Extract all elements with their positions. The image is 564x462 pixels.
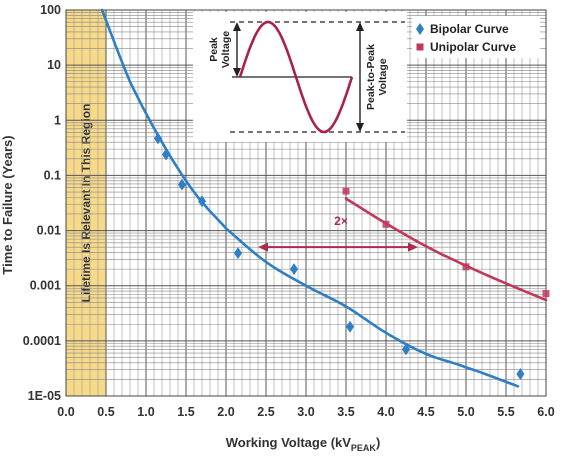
arrow-head-right bbox=[408, 242, 418, 252]
plot-border bbox=[65, 9, 547, 397]
p2p-arrow-head-bottom bbox=[356, 123, 364, 132]
x-tick-label: 3.0 bbox=[297, 405, 314, 419]
peak-arrow-head-top bbox=[233, 22, 241, 31]
y-tick-label: 0.01 bbox=[37, 224, 61, 238]
x-tick-label: 5.5 bbox=[497, 405, 514, 419]
x-tick-label: 4.0 bbox=[377, 405, 394, 419]
y-tick-label: 0.001 bbox=[30, 279, 61, 293]
legend-marker-unipolar bbox=[416, 43, 424, 51]
x-tick-label: 4.5 bbox=[417, 405, 434, 419]
unipolar-point bbox=[542, 290, 550, 298]
bipolar-point bbox=[402, 343, 410, 356]
p2p-voltage-label: Peak-to-PeakVoltage bbox=[365, 44, 389, 110]
bipolar-point bbox=[516, 368, 525, 381]
x-tick-label: 1.5 bbox=[177, 405, 194, 419]
region-label: Lifetime Is Relevant In This Region bbox=[79, 104, 93, 303]
unipolar-point bbox=[382, 220, 390, 228]
bipolar-point bbox=[290, 263, 298, 276]
bipolar-point bbox=[162, 148, 170, 161]
y-tick-label: 100 bbox=[40, 3, 61, 17]
bipolar-point bbox=[178, 178, 186, 191]
x-tick-label: 6.0 bbox=[537, 405, 554, 419]
bipolar-point bbox=[346, 320, 354, 333]
y-tick-label: 10 bbox=[47, 58, 61, 72]
unipolar-fit-curve bbox=[344, 197, 548, 302]
bipolar-point bbox=[234, 247, 242, 260]
peak-voltage-label: PeakVoltage bbox=[208, 31, 232, 68]
x-tick-label: 0.0 bbox=[57, 405, 74, 419]
annotation-label: 2× bbox=[334, 214, 348, 228]
x-tick-label: 1.0 bbox=[137, 405, 154, 419]
y-axis-title: Time to Failure (Years) bbox=[0, 135, 15, 274]
legend-label: Bipolar Curve bbox=[430, 22, 509, 36]
waveform-inset: PeakVoltage Peak-to-PeakVoltage bbox=[193, 12, 407, 142]
x-tick-label: 0.5 bbox=[97, 405, 114, 419]
region-fill bbox=[66, 10, 106, 396]
peak-arrow-head-bottom bbox=[233, 68, 241, 77]
p2p-arrow-head-top bbox=[356, 22, 364, 31]
unipolar-point bbox=[342, 187, 350, 195]
bipolar-fit-curve bbox=[100, 8, 520, 388]
y-tick-label: 1E-05 bbox=[28, 389, 61, 403]
y-tick-label: 1 bbox=[54, 113, 61, 127]
fit-curves bbox=[100, 8, 548, 388]
annotation: 2× bbox=[258, 214, 418, 252]
x-axis-ticks: 0.0 0.5 1.0 1.5 2.0 2.5 3.0 3.5 4.0 4.5 5.0 5.5 6.0 bbox=[57, 405, 554, 419]
legend-background bbox=[412, 16, 540, 58]
y-tick-label: 0.1 bbox=[44, 168, 61, 182]
x-tick-label: 5.0 bbox=[457, 405, 474, 419]
bipolar-point bbox=[198, 195, 206, 208]
x-tick-label: 2.5 bbox=[257, 405, 274, 419]
y-axis-ticks: 1E-05 0.0001 0.001 0.01 0.1 1 10 100 bbox=[23, 3, 61, 403]
bipolar-point bbox=[154, 132, 162, 145]
y-tick-label: 0.0001 bbox=[23, 334, 61, 348]
arrow-head-left bbox=[258, 242, 268, 252]
unipolar-point bbox=[462, 263, 470, 271]
legend: Bipolar Curve Unipolar Curve bbox=[412, 16, 540, 58]
x-axis-title: Working Voltage (kVPEAK) bbox=[226, 435, 381, 453]
x-tick-label: 3.5 bbox=[337, 405, 354, 419]
legend-marker-bipolar bbox=[416, 23, 424, 35]
sine-wave bbox=[238, 20, 354, 134]
data-points bbox=[154, 132, 550, 381]
legend-label: Unipolar Curve bbox=[430, 40, 516, 54]
relevant-region: Lifetime Is Relevant In This Region bbox=[66, 10, 106, 396]
x-tick-label: 2.0 bbox=[217, 405, 234, 419]
